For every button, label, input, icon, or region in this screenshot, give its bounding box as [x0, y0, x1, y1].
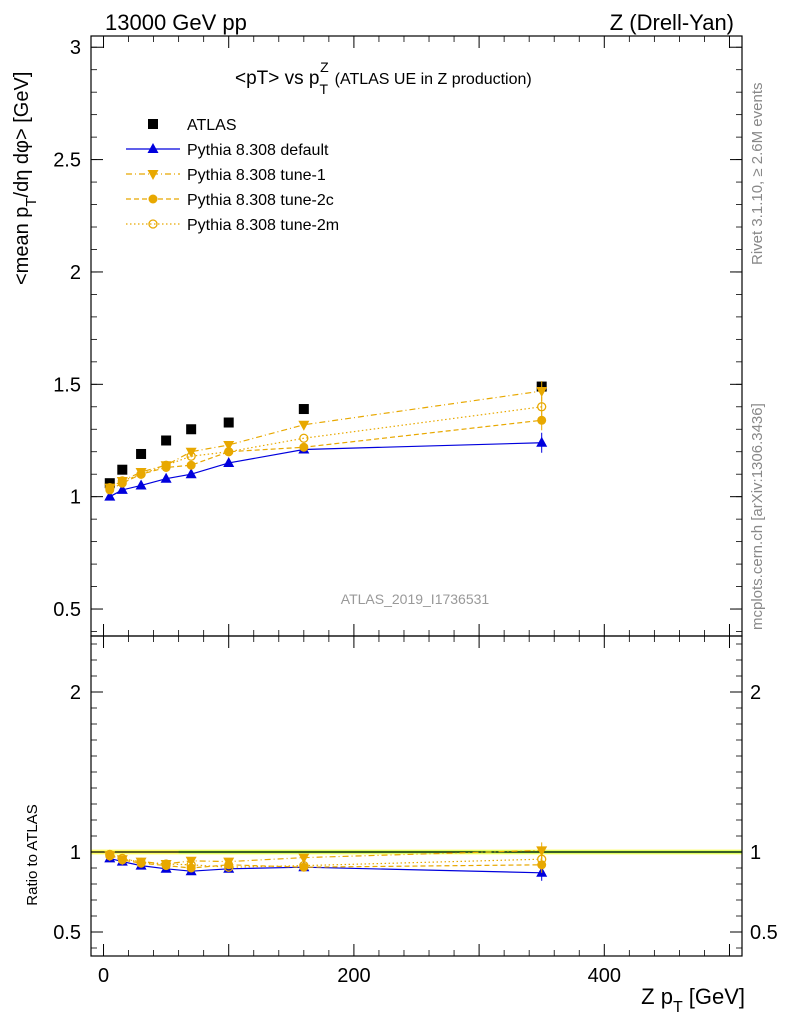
point-default — [116, 483, 128, 494]
header-left: 13000 GeV pp — [105, 10, 247, 35]
ratio-point-tune2m — [186, 860, 196, 870]
point-tune2c — [161, 462, 171, 472]
ratio-point-tune2c — [224, 860, 234, 870]
legend: ATLAS Pythia 8.308 default Pythia 8.308 tu… — [126, 117, 339, 234]
analysis-watermark: ATLAS_2019_I1736531 — [341, 591, 490, 607]
point-tune1 — [536, 387, 548, 398]
point-tune1 — [298, 420, 310, 431]
y-tick-label: 1 — [70, 487, 81, 509]
ratio-point-tune2m — [299, 860, 309, 871]
xlabel: Z pT [GeV] — [641, 984, 745, 1016]
point-default — [160, 472, 172, 483]
ratio-point-tune1 — [185, 856, 197, 867]
y-tick-label: 3 — [70, 37, 81, 59]
point-tune2m — [105, 483, 115, 493]
legend-label: Pythia 8.308 tune-2c — [187, 192, 334, 209]
point-data — [161, 435, 172, 446]
point-tune1 — [223, 440, 235, 451]
legend-marker — [148, 119, 158, 129]
legend-marker — [148, 194, 158, 204]
legend-label: Pythia 8.308 tune-1 — [187, 167, 326, 184]
series-line-tune2m — [109, 406, 542, 489]
ratio-bands — [91, 849, 742, 855]
ratio-point-tune2m — [117, 853, 127, 864]
point-default — [135, 479, 147, 490]
point-tune2m — [117, 476, 127, 486]
legend-label: Pythia 8.308 tune-2m — [187, 217, 339, 234]
point-tune2c — [186, 460, 196, 470]
ratio-ylabel: Ratio to ATLAS — [24, 804, 41, 905]
legend-marker — [147, 170, 159, 180]
axes-frame — [90, 635, 743, 957]
point-default — [185, 468, 197, 479]
point-tune2m — [537, 402, 547, 412]
rivet-label: Rivet 3.1.10, ≥ 2.6M events — [749, 83, 766, 266]
point-default — [104, 490, 116, 501]
point-tune2m — [136, 469, 146, 479]
legend-label: ATLAS — [187, 117, 237, 134]
header-right: Z (Drell-Yan) — [610, 10, 734, 35]
series-line-tune1 — [109, 390, 542, 489]
y-tick-label-right: 0.5 — [750, 922, 778, 944]
y-tick-label: 1.5 — [53, 374, 81, 396]
x-tick-label: 0 — [98, 965, 109, 987]
point-data — [298, 404, 309, 415]
point-tune2c — [136, 469, 146, 479]
y-tick-label: 2 — [70, 262, 81, 284]
point-tune2m — [186, 451, 196, 461]
ratio-point-tune2m — [136, 857, 146, 868]
y-tick-label-right: 2 — [750, 682, 761, 704]
y-tick-label-right: 1 — [750, 842, 761, 864]
point-default — [536, 436, 548, 447]
point-data — [117, 464, 128, 475]
y-tick-label: 1 — [70, 842, 81, 864]
main-series — [104, 381, 548, 501]
point-tune2m — [299, 433, 309, 443]
y-tick-label: 2.5 — [53, 150, 81, 172]
ratio-point-tune2m — [537, 854, 547, 864]
legend-marker — [148, 219, 158, 229]
series-line-default — [109, 442, 542, 498]
point-tune2c — [537, 415, 547, 425]
legend-label: Pythia 8.308 default — [187, 142, 329, 159]
point-tune2m — [161, 460, 171, 470]
point-tune2c — [117, 478, 127, 488]
ratio-point-tune2m — [105, 849, 115, 860]
mcplots-label: mcplots.cern.ch [arXiv:1306.3436] — [749, 403, 766, 630]
point-tune2c — [105, 485, 115, 495]
ratio-point-tune2c — [186, 863, 196, 873]
point-tune2c — [299, 442, 309, 452]
point-data — [223, 417, 234, 428]
ratio-point-tune1 — [298, 853, 310, 864]
ratio-line-tune2m — [109, 853, 542, 868]
point-data — [136, 448, 147, 459]
x-tick-label: 400 — [588, 965, 621, 987]
chart-title: <pT> vs pTZ(ATLAS UE in Z production) — [235, 59, 532, 97]
x-tick-label: 200 — [337, 965, 370, 987]
ratio-series — [104, 842, 548, 881]
ratio-panel: 0.5 0.5 1 1 2 2 0 200 400 — [53, 635, 778, 987]
ratio-line-tune2c — [109, 855, 542, 869]
legend-marker — [147, 143, 159, 153]
series-line-tune2c — [109, 419, 542, 491]
main-panel: 0.5 1 1.5 2 2.5 3 — [53, 35, 743, 637]
y-tick-label: 0.5 — [53, 599, 81, 621]
y-tick-label: 0.5 — [53, 922, 81, 944]
ratio-point-tune2m — [224, 862, 234, 872]
point-default — [223, 456, 235, 467]
ratio-point-tune2m — [161, 859, 171, 869]
ratio-axes: 0.5 0.5 1 1 2 2 0 200 400 — [53, 635, 778, 987]
point-data — [186, 424, 197, 435]
main-ylabel: <mean pT/dη dφ> [GeV] — [11, 72, 40, 285]
point-tune2m — [224, 447, 234, 457]
y-tick-label: 2 — [70, 682, 81, 704]
